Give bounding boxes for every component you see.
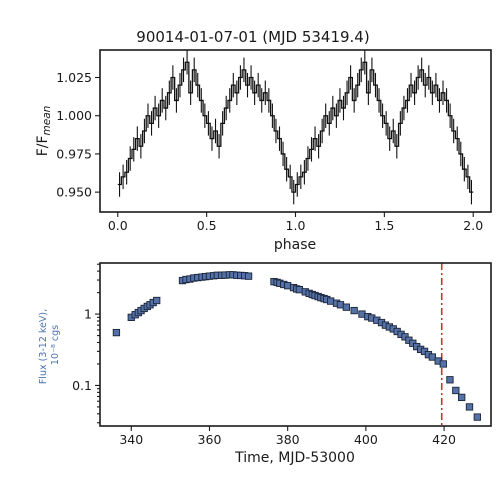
flux-point bbox=[446, 376, 454, 384]
pulse-profile-panel: 90014-01-07-01 (MJD 53419.4) 0.0 0.5 1.0 1.… bbox=[35, 28, 492, 253]
light-curve-panel: 340 360 380 400 420 0.1 1 Time, MJD-53000 Flux… bbox=[38, 262, 492, 466]
phase-tick-label: 0.5 bbox=[197, 218, 217, 233]
flux-ratio-tick-label: 1.025 bbox=[56, 70, 92, 85]
flux-ratio-tick-label: 0.975 bbox=[56, 146, 92, 161]
phase-tick-label: 1.0 bbox=[286, 218, 306, 233]
phase-tick-label: 2.0 bbox=[463, 218, 483, 233]
flux-axis-label-line1: Flux (3-12 keV), bbox=[38, 309, 49, 384]
pulse-profile-frame bbox=[99, 49, 492, 213]
pulse-profile-axes: 0.0 0.5 1.0 1.5 2.0 0.950 0.975 1.000 1.025 bbox=[56, 70, 483, 233]
flux-point bbox=[428, 353, 436, 361]
light-curve-marks bbox=[112, 263, 481, 426]
flux-axis-label: Flux (3-12 keV), 10⁻⁸ cgs bbox=[38, 306, 61, 384]
flux-point bbox=[473, 413, 481, 421]
flux-point bbox=[342, 303, 350, 311]
flux-point bbox=[350, 306, 358, 315]
flux-point bbox=[458, 393, 466, 402]
flux-point bbox=[439, 360, 447, 368]
pulse-profile-line bbox=[117, 61, 474, 193]
phase-tick-label: 1.5 bbox=[374, 218, 394, 233]
time-axis-label: Time, MJD-53000 bbox=[234, 450, 355, 466]
time-tick-label: 360 bbox=[198, 432, 222, 447]
time-tick-label: 380 bbox=[276, 432, 300, 447]
pulse-profile-marks bbox=[117, 50, 474, 205]
light-curve-frame bbox=[99, 262, 492, 427]
flux-ratio-tick-label: 0.950 bbox=[56, 185, 92, 200]
flux-ratio-axis-label: F/Fmean bbox=[35, 106, 53, 157]
flux-point bbox=[153, 296, 161, 305]
time-tick-label: 340 bbox=[119, 432, 143, 447]
phase-axis-label: phase bbox=[274, 237, 316, 253]
flux-ratio-axis-label-main: F/F bbox=[35, 135, 51, 156]
flux-point bbox=[452, 386, 460, 395]
phase-tick-label: 0.0 bbox=[108, 218, 128, 233]
flux-ratio-tick-label: 1.000 bbox=[56, 108, 92, 123]
flux-tick-label: 0.1 bbox=[72, 378, 92, 393]
flux-tick-label: 1 bbox=[84, 307, 92, 322]
light-curve-axes: 340 360 380 400 420 0.1 1 bbox=[72, 263, 456, 447]
flux-point bbox=[112, 328, 121, 337]
flux-point bbox=[244, 272, 253, 280]
chart-title: 90014-01-07-01 (MJD 53419.4) bbox=[136, 28, 369, 46]
time-tick-label: 400 bbox=[354, 432, 378, 447]
time-tick-label: 420 bbox=[432, 432, 456, 447]
flux-point bbox=[465, 403, 474, 411]
flux-ratio-axis-label-sub: mean bbox=[41, 106, 53, 136]
flux-axis-label-line2: 10⁻⁸ cgs bbox=[50, 325, 61, 365]
